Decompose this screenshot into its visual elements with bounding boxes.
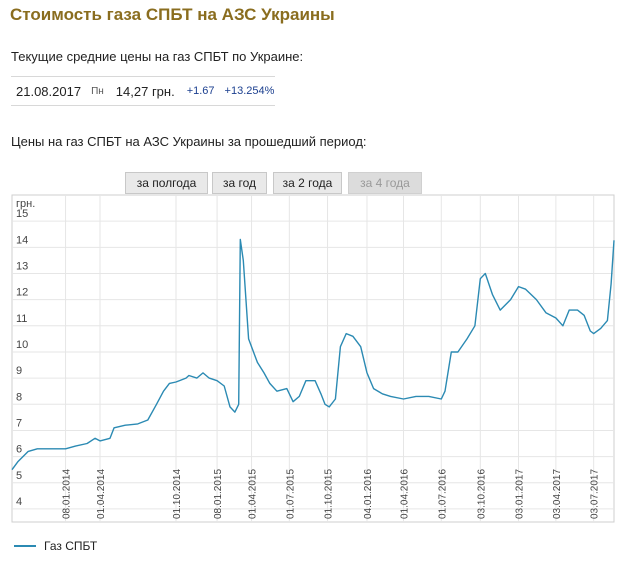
y-axis-label: грн. bbox=[16, 198, 35, 210]
series-line-gas bbox=[11, 238, 615, 471]
x-tick-label: 01.04.2016 bbox=[400, 469, 411, 519]
x-tick-label: 08.01.2015 bbox=[213, 469, 224, 519]
x-tick-label: 01.07.2015 bbox=[285, 469, 296, 519]
x-tick-label: 01.04.2015 bbox=[248, 469, 259, 519]
x-tick-label: 03.10.2016 bbox=[476, 469, 487, 519]
price-change: +1.67 bbox=[186, 85, 215, 97]
y-tick-label: 15 bbox=[16, 208, 28, 220]
chart-legend[interactable]: Газ СПБТ bbox=[14, 539, 97, 553]
price-date: 21.08.2017 bbox=[16, 83, 82, 99]
y-tick-label: 6 bbox=[16, 444, 22, 456]
plot-area bbox=[11, 194, 615, 523]
x-tick-label: 01.07.2016 bbox=[437, 469, 448, 519]
y-tick-label: 7 bbox=[16, 417, 22, 429]
y-tick-label: 14 bbox=[16, 234, 28, 246]
period-button-4-years[interactable]: за 4 года bbox=[348, 172, 422, 194]
x-tick-label: 03.07.2017 bbox=[590, 469, 601, 519]
period-title: Цены на газ СПБТ на АЗС Украины за проше… bbox=[11, 134, 367, 149]
period-button-2-years[interactable]: за 2 года bbox=[273, 172, 342, 194]
price-value: 14,27 грн. bbox=[115, 83, 175, 99]
x-tick-label: 01.10.2014 bbox=[172, 469, 183, 519]
price-change-percent: +13.254% bbox=[224, 85, 275, 97]
page-title: Стоимость газа СПБТ на АЗС Украины bbox=[10, 5, 335, 24]
y-tick-label: 12 bbox=[16, 287, 28, 299]
x-tick-label: 04.01.2016 bbox=[363, 469, 374, 519]
y-tick-label: 8 bbox=[16, 391, 22, 403]
price-weekday: Пн bbox=[91, 85, 104, 97]
y-tick-label: 10 bbox=[16, 339, 28, 351]
x-tick-label: 01.10.2015 bbox=[324, 469, 335, 519]
x-tick-label: 01.04.2014 bbox=[96, 469, 107, 519]
x-tick-label: 03.04.2017 bbox=[552, 469, 563, 519]
period-button-half-year[interactable]: за полгода bbox=[125, 172, 208, 194]
x-tick-label: 08.01.2014 bbox=[62, 469, 73, 519]
y-tick-label: 11 bbox=[16, 313, 27, 325]
current-prices-subtitle: Текущие средние цены на газ СПБТ по Укра… bbox=[11, 49, 304, 64]
legend-label: Газ СПБТ bbox=[44, 539, 98, 553]
y-tick-label: 4 bbox=[16, 496, 22, 508]
y-tick-label: 5 bbox=[16, 470, 22, 482]
y-tick-label: 13 bbox=[16, 260, 28, 272]
current-price-row: 21.08.2017 Пн 14,27 грн. +1.67 +13.254% bbox=[11, 76, 275, 106]
legend-swatch bbox=[14, 545, 36, 547]
period-button-year[interactable]: за год bbox=[212, 172, 267, 194]
x-tick-label: 03.01.2017 bbox=[515, 469, 526, 519]
y-tick-label: 9 bbox=[16, 365, 22, 377]
